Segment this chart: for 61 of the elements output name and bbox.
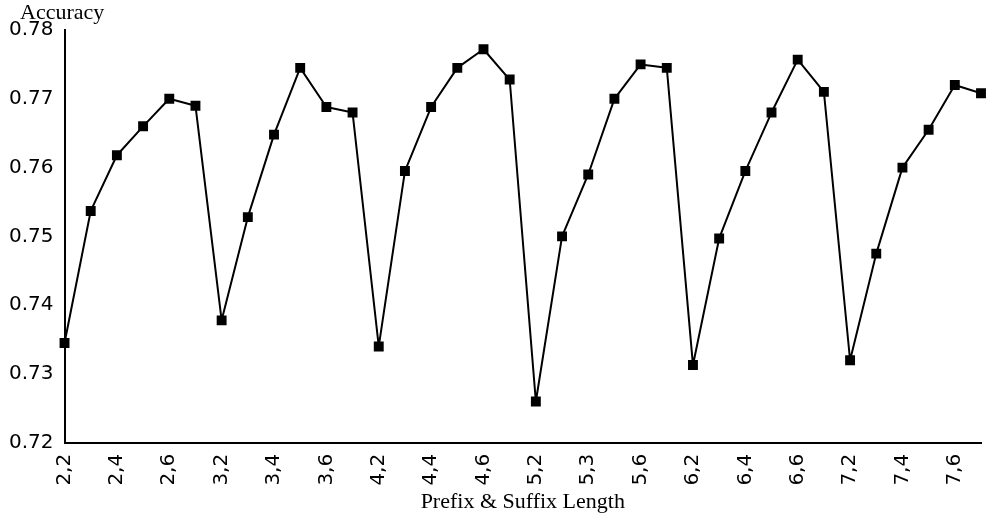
point (583, 169, 594, 180)
x-tick-label: 3,6 (312, 453, 337, 486)
point (818, 86, 829, 97)
point (242, 212, 253, 223)
point (59, 338, 70, 348)
point (504, 74, 515, 85)
x-tick-label: 4,2 (364, 453, 389, 486)
point (949, 80, 960, 90)
point (295, 62, 306, 73)
point (216, 315, 227, 326)
point (452, 62, 463, 73)
point (635, 59, 646, 70)
point (976, 88, 986, 99)
point (269, 129, 279, 140)
x-tick-label: 5,6 (626, 453, 651, 486)
point (373, 341, 384, 352)
point (897, 162, 908, 173)
x-axis-title: Prefix & Suffix Length (420, 487, 625, 513)
x-tick-label: 7,6 (941, 453, 966, 486)
point (164, 93, 175, 104)
point (111, 150, 122, 161)
point (399, 166, 410, 176)
point (85, 205, 96, 216)
x-tick-label: 3,2 (207, 453, 232, 486)
point (138, 121, 149, 132)
y-tick-label: 0.74 (9, 291, 54, 316)
x-tick-label: 6,2 (679, 453, 704, 486)
point (347, 107, 358, 118)
point (530, 396, 541, 407)
x-tick-label: 4,6 (469, 453, 494, 486)
point (792, 54, 803, 65)
point (321, 102, 332, 113)
x-tick-label: 7,4 (888, 453, 913, 486)
x-tick-label: 6,6 (783, 453, 808, 486)
x-tick-label: 2,6 (155, 453, 180, 486)
point (845, 355, 856, 366)
y-tick-label: 0.77 (9, 85, 54, 109)
x-tick-label: 6,4 (731, 453, 756, 486)
point (740, 166, 751, 176)
x-tick-label: 5,3 (574, 453, 599, 486)
point (426, 102, 437, 113)
point (478, 44, 489, 55)
point (766, 107, 777, 118)
point (871, 248, 882, 259)
point (688, 360, 698, 370)
x-tick-label: 2,2 (50, 453, 75, 486)
x-tick-label: 4,4 (417, 453, 442, 486)
point (557, 231, 567, 242)
y-tick-label: 0.75 (9, 222, 54, 247)
x-tick-label: 2,4 (103, 453, 128, 486)
y-tick-label: 0.76 (9, 153, 54, 178)
y-tick-label: 0.73 (9, 360, 54, 385)
y-tick-label: 0.72 (9, 429, 54, 453)
point (714, 233, 725, 244)
x-tick-label: 3,4 (260, 453, 285, 486)
x-tick-label: 7,2 (836, 453, 861, 486)
point (661, 62, 672, 73)
x-tick-label: 5,2 (522, 453, 547, 486)
point (609, 93, 620, 104)
point (923, 124, 934, 135)
point (190, 100, 201, 111)
